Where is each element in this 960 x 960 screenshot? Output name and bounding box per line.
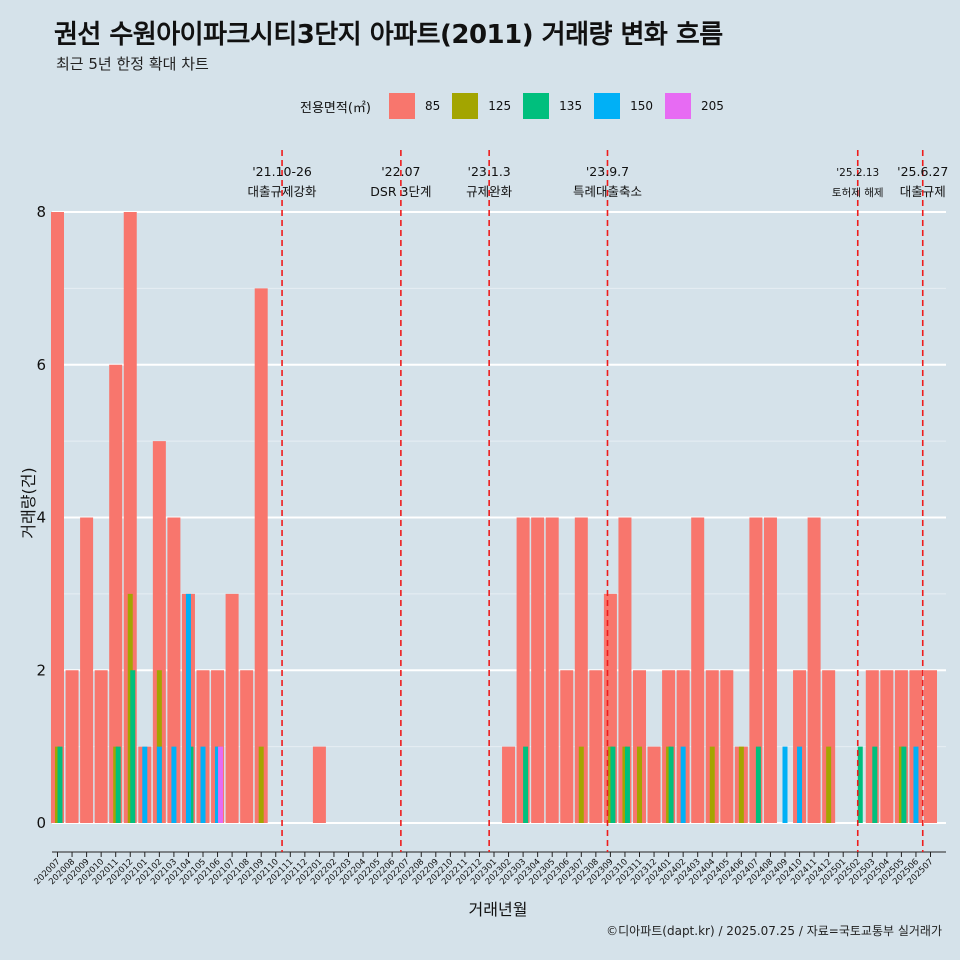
y-tick-label: 2 xyxy=(36,661,46,679)
legend-item-125: 125 xyxy=(452,93,511,119)
legend-item-150: 150 xyxy=(594,93,653,119)
bar-135 xyxy=(901,746,907,823)
legend-item-135: 135 xyxy=(523,93,582,119)
event-label: 토허제 해제 xyxy=(832,186,884,199)
event-date: '23.1.3 xyxy=(468,164,511,179)
bar-135 xyxy=(755,746,761,823)
event-label: 특례대출축소 xyxy=(573,184,642,199)
legend-label: 205 xyxy=(700,99,724,113)
bar-85 xyxy=(80,517,94,823)
bar-85 xyxy=(531,517,545,823)
bar-85 xyxy=(65,670,79,823)
legend-swatch xyxy=(664,93,691,119)
bar-85 xyxy=(647,746,661,823)
bar-85 xyxy=(51,212,64,823)
bar-85 xyxy=(152,441,166,823)
bar-135 xyxy=(57,746,63,823)
bar-85 xyxy=(312,746,326,823)
legend-swatch xyxy=(452,93,479,119)
event-date: '25.2.13 xyxy=(836,167,879,179)
event-date: '22.07 xyxy=(381,164,420,179)
bar-125 xyxy=(258,746,264,823)
bar-85 xyxy=(720,670,734,823)
bar-135 xyxy=(857,746,863,823)
legend-label: 85 xyxy=(424,99,441,113)
bar-85 xyxy=(924,670,937,823)
event-date: '23.9.7 xyxy=(586,164,629,179)
x-axis-title: 거래년월 xyxy=(469,900,528,919)
y-tick-label: 6 xyxy=(36,356,46,374)
bar-85 xyxy=(880,670,894,823)
bar-135 xyxy=(130,670,136,823)
bar-150 xyxy=(200,746,206,823)
bar-150 xyxy=(156,746,162,823)
bar-150 xyxy=(797,746,803,823)
legend-item-85: 85 xyxy=(388,93,441,119)
bar-125 xyxy=(738,746,744,823)
bar-135 xyxy=(610,746,616,823)
legend-label: 135 xyxy=(559,99,583,113)
bar-135 xyxy=(523,746,529,823)
bar-85 xyxy=(225,593,239,823)
bar-85 xyxy=(94,670,108,823)
bar-125 xyxy=(826,746,832,823)
bar-85 xyxy=(109,364,123,823)
bar-135 xyxy=(872,746,878,823)
bar-85 xyxy=(807,517,821,823)
event-date: '21.10-26 xyxy=(252,164,312,179)
chart-subtitle: 최근 5년 한정 확대 차트 xyxy=(56,55,209,73)
bar-135 xyxy=(668,746,674,823)
bar-125 xyxy=(637,746,642,823)
bar-125 xyxy=(578,746,584,823)
bar-150 xyxy=(171,746,177,823)
bar-85 xyxy=(240,670,254,823)
bar-150 xyxy=(215,746,221,823)
bar-135 xyxy=(115,746,121,823)
bar-85 xyxy=(589,670,603,823)
bar-150 xyxy=(913,746,919,823)
event-label: 대출규제강화 xyxy=(248,184,318,199)
event-label: 대출규제 xyxy=(900,184,946,199)
bar-85 xyxy=(545,517,559,823)
y-tick-label: 8 xyxy=(36,203,46,221)
bar-125 xyxy=(709,746,715,823)
y-axis-title: 거래량(건) xyxy=(19,467,38,538)
legend-swatch xyxy=(523,93,550,119)
bar-135 xyxy=(624,746,630,823)
source-caption: ©디아파트(dapt.kr) / 2025.07.25 / 자료=국토교통부 실… xyxy=(606,924,942,938)
event-label: DSR 3단계 xyxy=(370,184,431,199)
legend-label: 150 xyxy=(630,99,653,113)
y-tick-label: 0 xyxy=(36,814,46,832)
event-date: '25.6.27 xyxy=(897,164,948,179)
legend-item-205: 205 xyxy=(664,93,724,119)
bar-150 xyxy=(142,746,148,823)
bar-85 xyxy=(560,670,574,823)
y-tick-label: 4 xyxy=(36,509,46,527)
legend-swatch xyxy=(388,93,415,119)
bar-85 xyxy=(763,517,777,823)
chart-title: 권선 수원아이파크시티3단지 아파트(2011) 거래량 변화 흐름 xyxy=(54,20,723,50)
legend: 전용면적(㎡) 85 125 135 150 205 xyxy=(300,92,728,120)
bar-85 xyxy=(691,517,705,823)
bar-85 xyxy=(574,517,588,823)
bar-85 xyxy=(254,288,268,823)
legend-title: 전용면적(㎡) xyxy=(300,100,371,116)
bar-150 xyxy=(782,746,788,823)
event-label: 규제완화 xyxy=(466,184,513,199)
legend-label: 125 xyxy=(488,99,512,113)
bar-150 xyxy=(185,593,191,823)
bar-85 xyxy=(167,517,181,823)
legend-swatch xyxy=(594,93,621,119)
bar-150 xyxy=(680,746,686,823)
bar-205 xyxy=(218,746,224,823)
bar-85 xyxy=(502,746,516,823)
